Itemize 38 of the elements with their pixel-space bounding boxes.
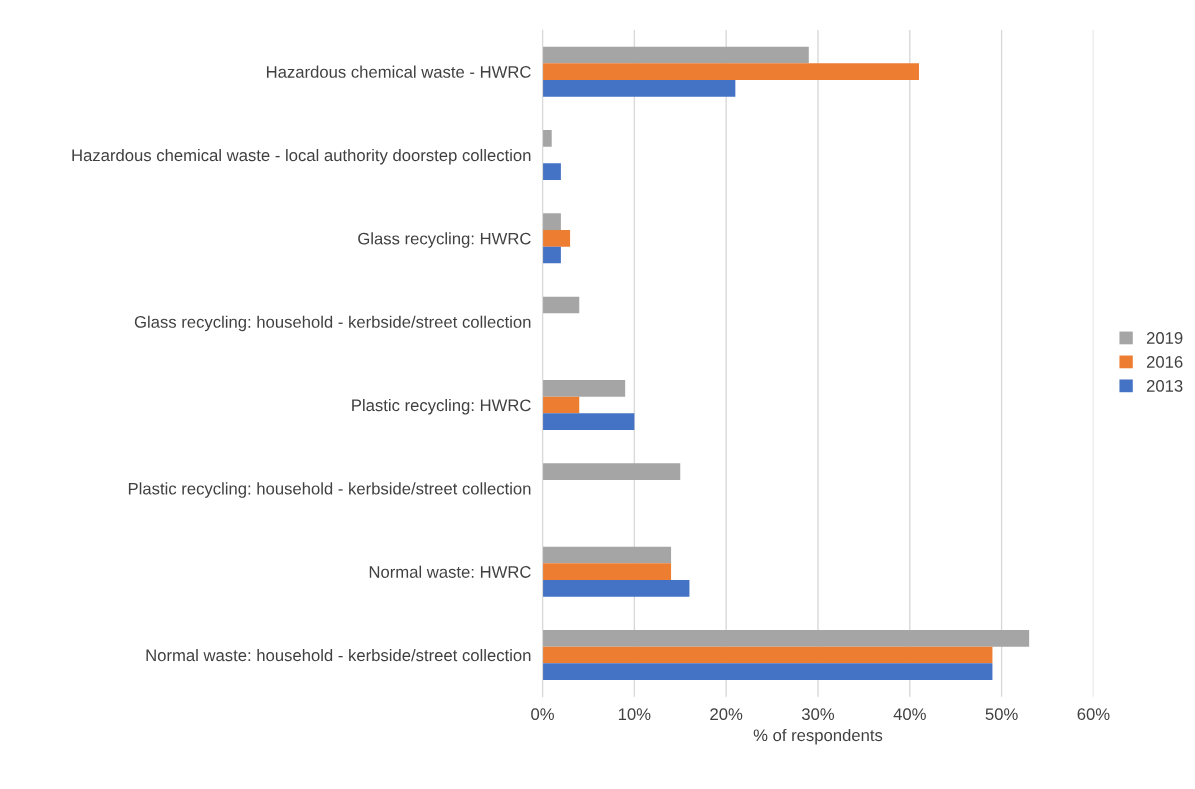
bar [542,396,580,414]
x-tick-label: 60% [1077,708,1110,721]
bar [542,129,552,147]
bar [542,463,681,481]
legend-label: 2013 [1146,380,1183,392]
bar [542,630,1030,647]
bar [542,46,809,64]
x-tick-label: 30% [801,708,835,721]
bar [542,413,635,430]
x-tick-label: 50% [985,708,1018,721]
bar [542,229,571,247]
legend-label: 2016 [1146,356,1183,368]
legend-label: 2019 [1146,332,1183,344]
bar [542,380,626,397]
bar [542,296,580,314]
y-tick-label: Normal waste: household - kerbside/street collection [146,648,531,662]
y-tick-label: Plastic recycling: HWRC [352,398,531,415]
x-tick-label: 40% [893,708,926,721]
y-tick-label: Glass recycling: HWRC [358,232,531,248]
bar [542,63,919,80]
bar [542,79,736,97]
bar [542,546,672,564]
y-tick-label: Hazardous chemical waste - HWRC [266,65,531,78]
y-tick-label: Normal waste: HWRC [369,565,531,578]
x-tick-label: 0% [531,708,554,721]
x-tick-label: 10% [618,708,651,721]
bar [542,580,690,597]
y-tick-label: Hazardous chemical waste - local authority doorstep collection [72,148,531,165]
y-tick-label: Glass recycling: household - kerbside/street collection [134,315,531,332]
bar [542,163,561,180]
y-tick-label: Plastic recycling: household - kerbside/street collection [128,482,531,498]
bar [542,213,561,230]
bar [542,563,672,581]
x-axis-title: % of respondents [753,728,883,745]
bar [542,246,561,264]
x-tick-label: 20% [710,708,743,721]
bar [542,663,993,681]
bar [542,646,993,664]
